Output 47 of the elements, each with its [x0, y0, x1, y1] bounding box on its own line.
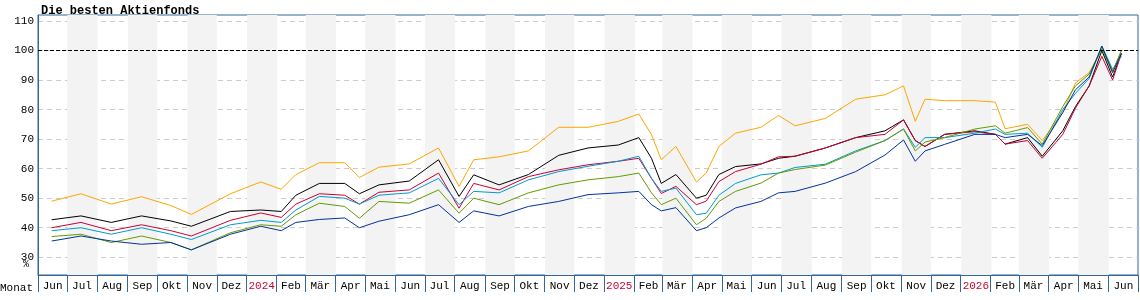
x-tick-label: Okt — [519, 279, 540, 292]
x-tick-label: Mär — [1023, 279, 1044, 292]
x-tick-label: Nov — [549, 279, 570, 292]
x-tick-label: Apr — [1053, 279, 1074, 292]
y-tick-label: 40 — [20, 221, 34, 234]
x-tick-label: Dez — [579, 279, 599, 292]
chart-title: Die besten Aktienfonds — [41, 4, 200, 18]
x-tick-label: Sep — [846, 279, 867, 292]
y-tick-label: 90 — [20, 74, 34, 86]
x-tick-label: Mär — [666, 279, 687, 292]
y-tick-label: 50 — [20, 192, 34, 205]
y-tick-label: 70 — [20, 133, 34, 146]
x-tick-label: Jun — [400, 279, 421, 292]
x-tick-label: Apr — [697, 279, 718, 292]
x-tick-label: Feb — [638, 279, 659, 292]
x-tick-label: Aug — [816, 279, 837, 292]
x-tick-label: Nov — [906, 279, 927, 292]
x-tick-label: Mai — [726, 279, 747, 292]
x-tick-label: Aug — [102, 279, 123, 292]
x-tick-label: Apr — [340, 279, 361, 292]
x-tick-label: 2026 — [962, 279, 990, 292]
x-tick-label: Feb — [281, 279, 301, 292]
x-tick-label: Dez — [935, 279, 956, 292]
x-tick-label: Mai — [1083, 279, 1104, 292]
x-tick-label: Jun — [756, 279, 777, 292]
x-tick-label: Jul — [786, 279, 806, 292]
x-tick-label: Okt — [161, 279, 182, 292]
x-tick-label: 2025 — [606, 279, 633, 292]
x-tick-label: Aug — [459, 279, 480, 292]
x-tick-label: 2024 — [248, 279, 276, 292]
x-tick-label: Feb — [995, 279, 1016, 292]
y-tick-label: 110 — [14, 14, 34, 27]
x-tick-label: Sep — [490, 279, 510, 292]
x-tick-label: Mär — [310, 279, 331, 292]
x-tick-label: Jul — [429, 279, 450, 292]
x-tick-label: Jun — [42, 279, 63, 292]
x-tick-label: Nov — [192, 279, 213, 292]
y-tick-label: 60 — [20, 162, 34, 175]
x-tick-label: Okt — [876, 279, 896, 292]
y-tick-label: 80 — [20, 103, 34, 116]
x-axis-title: Monat — [0, 281, 34, 294]
x-tick-label: Jul — [72, 279, 92, 292]
x-tick-label: Jun — [1113, 279, 1134, 292]
x-tick-label: Mai — [370, 279, 391, 292]
x-tick-label: Sep — [132, 279, 153, 292]
x-tick-label: Dez — [221, 279, 242, 292]
y-tick-label: 100 — [14, 44, 34, 57]
